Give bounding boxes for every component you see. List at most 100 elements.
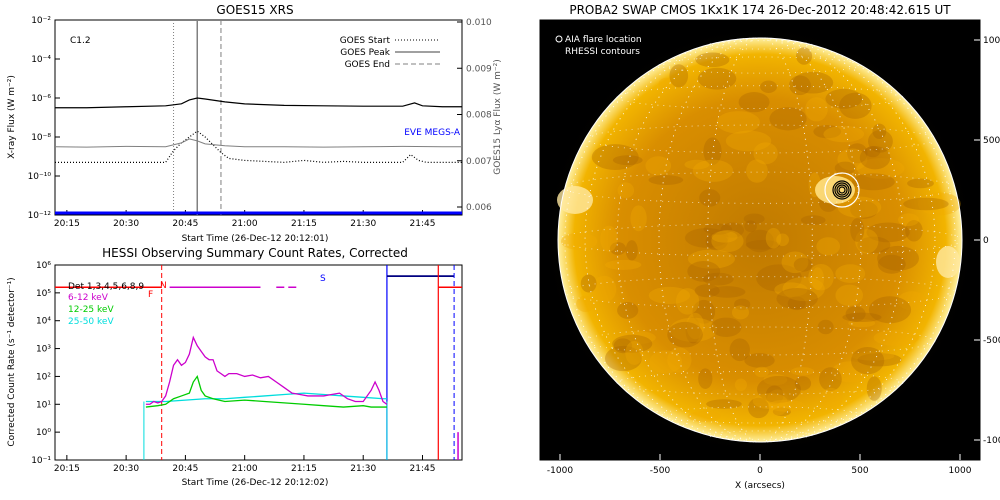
sun-texture-patch bbox=[850, 218, 865, 242]
sun-texture-patch bbox=[835, 284, 864, 306]
hessi-legend-det: Det 1,3,4,5,6,8,9 bbox=[68, 282, 144, 292]
sun-disk bbox=[558, 38, 962, 442]
rhessi-contour bbox=[832, 180, 852, 200]
sun-texture-patch bbox=[720, 222, 745, 238]
sun-texture-patch bbox=[831, 361, 869, 383]
x-tick-label: 21:45 bbox=[410, 464, 436, 474]
latitude-line bbox=[584, 326, 936, 356]
sun-texture-patch bbox=[617, 330, 656, 345]
goes-class-label: C1.2 bbox=[70, 36, 91, 46]
y2-tick-label: 0.009 bbox=[466, 64, 492, 74]
x-tick-label: 20:45 bbox=[172, 219, 198, 229]
x-tick-label: -500 bbox=[650, 466, 671, 476]
sun-texture-patch bbox=[698, 368, 713, 389]
sun-texture-patch bbox=[868, 129, 893, 153]
sun-texture-patch bbox=[897, 291, 927, 311]
y-tick-label: -1000 bbox=[983, 436, 1000, 446]
sun-texture-patch bbox=[580, 274, 597, 293]
sun-texture-patch bbox=[756, 264, 802, 292]
aia-flare-circle bbox=[824, 172, 860, 208]
sun-texture-patch bbox=[760, 80, 778, 93]
sun-texture-patch bbox=[687, 249, 735, 269]
heliographic-grid bbox=[557, 37, 963, 443]
sun-texture-patch bbox=[917, 192, 961, 216]
x-tick-label: 500 bbox=[851, 466, 868, 476]
sun-texture-patch bbox=[819, 387, 843, 411]
x-tick-label: 21:30 bbox=[350, 219, 376, 229]
sun-texture-patch bbox=[560, 232, 598, 250]
sun-texture-patch bbox=[776, 287, 818, 310]
sun-texture-patch bbox=[788, 75, 811, 96]
sun-texture-patch bbox=[765, 385, 784, 405]
goes-y-label: X-ray Flux (W m⁻²) bbox=[7, 75, 17, 159]
sun-texture-patch bbox=[754, 366, 769, 378]
goes-plot-frame bbox=[54, 19, 463, 216]
latitude-line bbox=[584, 124, 936, 154]
hessi-legend: Det 1,3,4,5,6,8,9 6-12 keV 12-25 keV 25-… bbox=[68, 282, 144, 327]
hessi-flag-n: N bbox=[160, 281, 167, 291]
sun-texture-patch bbox=[905, 220, 923, 242]
sun-texture-patch bbox=[692, 159, 734, 182]
hessi-legend-12-25: 12-25 keV bbox=[68, 305, 114, 315]
sun-texture-patch bbox=[848, 319, 876, 328]
sun-texture-patch bbox=[692, 299, 716, 324]
goes-legend-end-label: GOES End bbox=[345, 60, 390, 70]
sun-texture-patch bbox=[766, 389, 790, 416]
hessi-series-12-25-keV bbox=[145, 374, 387, 408]
x-tick-label: 0 bbox=[757, 466, 763, 476]
sun-texture-patch bbox=[744, 353, 775, 368]
sun-texture-patch bbox=[805, 97, 828, 122]
sun-texture-patch bbox=[776, 233, 790, 247]
y-tick-label: 10⁶ bbox=[36, 261, 51, 271]
sun-texture-patch bbox=[834, 161, 856, 175]
hessi-x-label: Start Time (26-Dec-12 20:12:02) bbox=[182, 478, 329, 488]
sun-texture-patch bbox=[857, 353, 902, 367]
sun-texture-patch bbox=[745, 229, 774, 253]
sun-texture-patch bbox=[729, 338, 750, 362]
sun-texture-patch bbox=[790, 367, 815, 376]
latitude-line bbox=[564, 276, 956, 309]
goes-y2-axis: 0.010 0.009 0.008 0.007 0.006 bbox=[457, 18, 492, 213]
x-tick-label: 20:45 bbox=[172, 464, 198, 474]
hessi-y-label: Corrected Count Rate (s⁻¹ detector⁻¹) bbox=[7, 277, 17, 446]
sun-texture-patch bbox=[675, 288, 700, 315]
goes-legend-start-label: GOES Start bbox=[340, 36, 391, 46]
hessi-y-axis: 10⁶ 10⁵ 10⁴ 10³ 10² 10¹ 10⁰ 10⁻¹ bbox=[31, 261, 60, 466]
sun-texture-patch bbox=[612, 334, 653, 353]
sun-texture-patch bbox=[591, 144, 639, 171]
goes-flare-markers bbox=[173, 20, 222, 215]
sun-surface-texture bbox=[557, 47, 961, 422]
y-tick-label: 500 bbox=[983, 136, 1000, 146]
sun-texture-patch bbox=[649, 350, 683, 374]
swap-x-axis: -1000 -500 0 500 1000 bbox=[547, 454, 972, 476]
sun-texture-patch bbox=[600, 225, 618, 252]
rhessi-contour bbox=[834, 182, 850, 198]
goes-panel: GOES15 XRS 10⁻² 10⁻⁴ 10⁻⁶ 10⁻⁸ 10⁻¹⁰ 10⁻¹² 0.… bbox=[7, 3, 503, 244]
hessi-flag-f: F bbox=[148, 290, 153, 300]
latitude-line bbox=[658, 56, 862, 74]
goes-legend-peak-label: GOES Peak bbox=[340, 48, 390, 58]
sun-texture-patch bbox=[752, 393, 788, 410]
y-tick-label: 10⁻² bbox=[31, 16, 51, 26]
goes-title: GOES15 XRS bbox=[216, 3, 293, 17]
sun-texture-patch bbox=[687, 411, 721, 422]
sun-texture-patch bbox=[823, 125, 865, 143]
sun-texture-patch bbox=[793, 257, 813, 272]
x-tick-label: 1000 bbox=[949, 466, 972, 476]
y-tick-label: 10¹ bbox=[36, 400, 51, 410]
sun-texture-patch bbox=[839, 92, 872, 119]
sun-texture-patch bbox=[744, 220, 757, 233]
sun-texture-patch bbox=[813, 124, 842, 139]
sun-texture-patch bbox=[898, 213, 920, 227]
sun-texture-patch bbox=[648, 175, 684, 185]
goes-legend: GOES Start GOES Peak GOES End bbox=[340, 36, 440, 70]
sun-texture-patch bbox=[667, 321, 703, 348]
sun-texture-patch bbox=[630, 205, 647, 232]
sun-texture-patch bbox=[857, 236, 891, 254]
x-tick-label: 21:15 bbox=[291, 219, 317, 229]
swap-x-label: X (arcsecs) bbox=[735, 481, 785, 491]
sun-texture-patch bbox=[685, 316, 701, 344]
sun-texture-patch bbox=[877, 245, 919, 271]
sun-texture-patch bbox=[774, 282, 808, 297]
y-tick-label: 10⁵ bbox=[36, 289, 51, 299]
